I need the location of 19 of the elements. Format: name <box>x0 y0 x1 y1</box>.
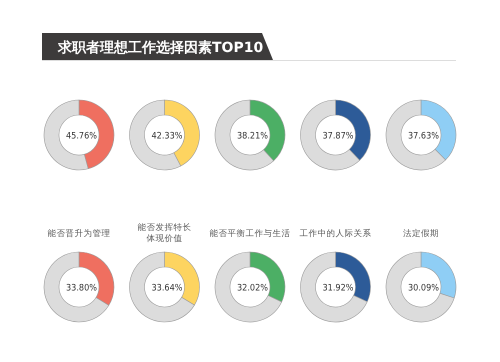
chart-title: 法定假期 <box>403 228 439 239</box>
donut-slice <box>386 252 455 322</box>
data-label: 30.09% <box>408 284 442 294</box>
data-label: 45.76% <box>66 132 100 142</box>
donut-slice <box>300 252 368 322</box>
chart-title: 工作中的人际关系 <box>300 228 372 239</box>
data-label: 31.92% <box>322 284 357 294</box>
donut-slice <box>214 252 282 322</box>
data-label: 38.21% <box>237 132 272 142</box>
data-label: 37.63% <box>408 132 442 142</box>
data-label: 33.80% <box>66 284 100 294</box>
chart-title: 能否晋升为管理 <box>48 228 110 239</box>
data-label: 33.64% <box>152 284 186 294</box>
text: 求职者理想工作选择因素TOP10 <box>57 40 264 56</box>
chart-title: 能否发挥特长体现价值 <box>138 222 192 244</box>
data-label: 32.02% <box>237 284 272 294</box>
data-label: 42.33% <box>152 132 186 142</box>
data-label: 37.87% <box>322 132 357 142</box>
chart-title: 能否平衡工作与生活 <box>210 228 290 239</box>
